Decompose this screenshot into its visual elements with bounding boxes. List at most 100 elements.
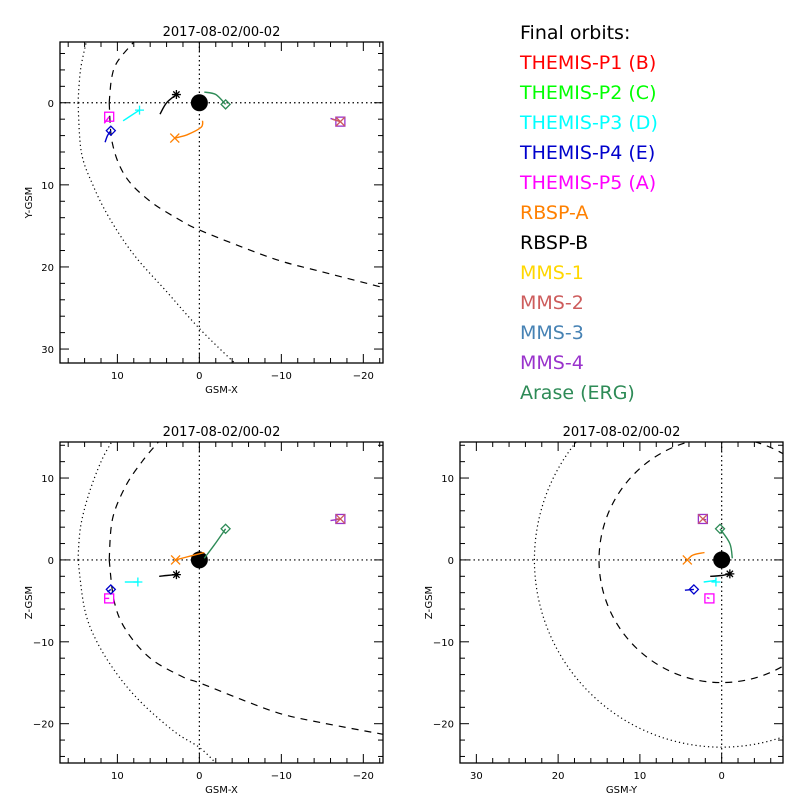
spacecraft-themis-p5-a xyxy=(104,593,115,604)
y-tick-label: 0 xyxy=(448,556,454,567)
orbit-track xyxy=(703,579,716,583)
plus-marker xyxy=(133,577,143,587)
x-tick-label: 0 xyxy=(196,371,202,382)
earth-marker xyxy=(190,551,208,569)
legend: Final orbits: THEMIS-P1 (B) THEMIS-P2 (C)… xyxy=(520,18,658,408)
spacecraft-rbsp-a xyxy=(169,120,204,144)
plot-area xyxy=(60,42,383,363)
plot-title: 2017-08-02/00-02 xyxy=(563,425,681,440)
plus-marker xyxy=(135,105,145,115)
x-tick-label: 10 xyxy=(634,771,647,782)
spacecraft-arase-erg xyxy=(204,91,232,110)
plus-marker xyxy=(711,577,721,587)
earth-marker xyxy=(713,551,731,569)
legend-entry: MMS-3 xyxy=(520,322,584,344)
square-marker xyxy=(104,593,115,604)
legend-entry: THEMIS-P4 (E) xyxy=(520,142,656,164)
x-marker xyxy=(170,554,181,565)
x-axis-label: GSM-X xyxy=(205,385,238,396)
diamond-marker xyxy=(105,583,117,595)
plot-frame xyxy=(59,441,384,764)
plot-panel-1: 2017-08-02/00-02 GSM-X Y-GSM 10 0 −10 −20 0 10 20… xyxy=(24,25,384,396)
orbit-track xyxy=(122,109,140,122)
legend-entry: RBSP-A xyxy=(520,202,589,224)
y-tick-label: −20 xyxy=(433,720,454,731)
x-axis-label: GSM-Y xyxy=(606,785,638,796)
x-marker xyxy=(335,116,346,127)
legend-entry: MMS-4 xyxy=(520,352,584,374)
y-tick-label: −10 xyxy=(433,638,454,649)
y-tick-label: −20 xyxy=(33,720,54,731)
legend-title: Final orbits: xyxy=(520,22,631,44)
plot-area xyxy=(460,442,783,763)
spacecraft-themis-p4-e xyxy=(104,125,117,143)
legend-entry: THEMIS-P1 (B) xyxy=(520,52,657,74)
x-tick-label: 10 xyxy=(111,771,124,782)
legend-entry: THEMIS-P5 (A) xyxy=(520,172,657,194)
y-tick-label: 10 xyxy=(441,474,454,485)
spacecraft-themis-p5-a xyxy=(704,593,715,604)
spacecraft-rbsp-a xyxy=(170,551,205,565)
bow-shock-line xyxy=(533,442,783,748)
x-marker xyxy=(169,133,180,144)
spacecraft-arase-erg xyxy=(714,523,733,559)
y-tick-label: 10 xyxy=(41,181,54,192)
axis-ticks: 10 0 −10 −20 10 0 −10 −20 xyxy=(33,442,383,782)
magnetopause-line xyxy=(108,442,159,560)
x-tick-label: −20 xyxy=(353,371,374,382)
x-tick-label: 0 xyxy=(718,771,724,782)
x-tick-label: 0 xyxy=(196,771,202,782)
x-tick-label: −20 xyxy=(353,771,374,782)
spacecraft-mms-2 xyxy=(332,116,346,127)
legend-entry: THEMIS-P2 (C) xyxy=(520,82,657,104)
orbit-track xyxy=(203,528,227,559)
x-marker xyxy=(682,554,693,565)
magnetopause-line xyxy=(108,559,383,735)
square-marker xyxy=(697,513,709,525)
x-tick-label: 30 xyxy=(470,771,483,782)
asterisk-marker xyxy=(171,570,181,580)
bow-shock-line xyxy=(77,102,236,363)
plot-title: 2017-08-02/00-02 xyxy=(163,425,281,440)
x-tick-label: 10 xyxy=(111,371,124,382)
spacecraft-rbsp-b xyxy=(159,90,181,115)
square-marker xyxy=(335,116,346,127)
x-tick-label: −10 xyxy=(271,371,292,382)
orbit-track xyxy=(719,528,733,559)
bow-shock-line xyxy=(77,559,217,763)
y-axis-label: Z-GSM xyxy=(24,586,35,619)
axis-ticks: 30 20 10 0 10 0 −10 −20 xyxy=(433,442,783,782)
spacecraft-themis-p4-e xyxy=(684,583,700,595)
orbit-track xyxy=(706,596,710,600)
legend-entry: RBSP-B xyxy=(520,232,589,254)
bow-shock-line xyxy=(77,442,113,560)
y-axis-label: Z-GSM xyxy=(424,586,435,619)
plot-area xyxy=(60,442,383,763)
orbit-track xyxy=(686,551,705,561)
spacecraft-rbsp-b xyxy=(159,570,181,580)
plot-panel-2: 2017-08-02/00-02 GSM-X Z-GSM 10 0 −10 −20 10 0 −1… xyxy=(24,425,384,796)
diamond-marker xyxy=(220,98,232,110)
orbit-track xyxy=(174,120,204,139)
spacecraft-arase-erg xyxy=(203,523,232,559)
x-tick-label: −10 xyxy=(271,771,292,782)
plot-title: 2017-08-02/00-02 xyxy=(163,25,281,40)
axis-ticks: 10 0 −10 −20 0 10 20 30 xyxy=(41,42,383,382)
y-tick-label: 30 xyxy=(41,345,54,356)
magnetopause-line xyxy=(108,42,135,103)
spacecraft-themis-p3-d xyxy=(124,577,143,587)
x-marker xyxy=(697,514,708,524)
spacecraft-rbsp-a xyxy=(682,551,705,565)
x-axis-label: GSM-X xyxy=(205,785,238,796)
y-tick-label: 0 xyxy=(48,99,54,110)
spacecraft-themis-p3-d xyxy=(703,577,721,587)
plot-frame xyxy=(459,441,784,764)
asterisk-marker xyxy=(725,569,735,579)
spacecraft-mms-2 xyxy=(335,514,346,524)
diamond-marker xyxy=(220,523,232,535)
x-tick-label: 20 xyxy=(552,771,565,782)
y-tick-label: 10 xyxy=(41,474,54,485)
spacecraft-mms-2 xyxy=(697,514,708,524)
spacecraft-themis-p5-a xyxy=(103,111,115,124)
